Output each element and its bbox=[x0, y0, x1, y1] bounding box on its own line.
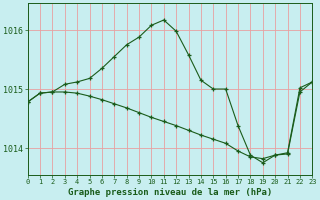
X-axis label: Graphe pression niveau de la mer (hPa): Graphe pression niveau de la mer (hPa) bbox=[68, 188, 272, 197]
